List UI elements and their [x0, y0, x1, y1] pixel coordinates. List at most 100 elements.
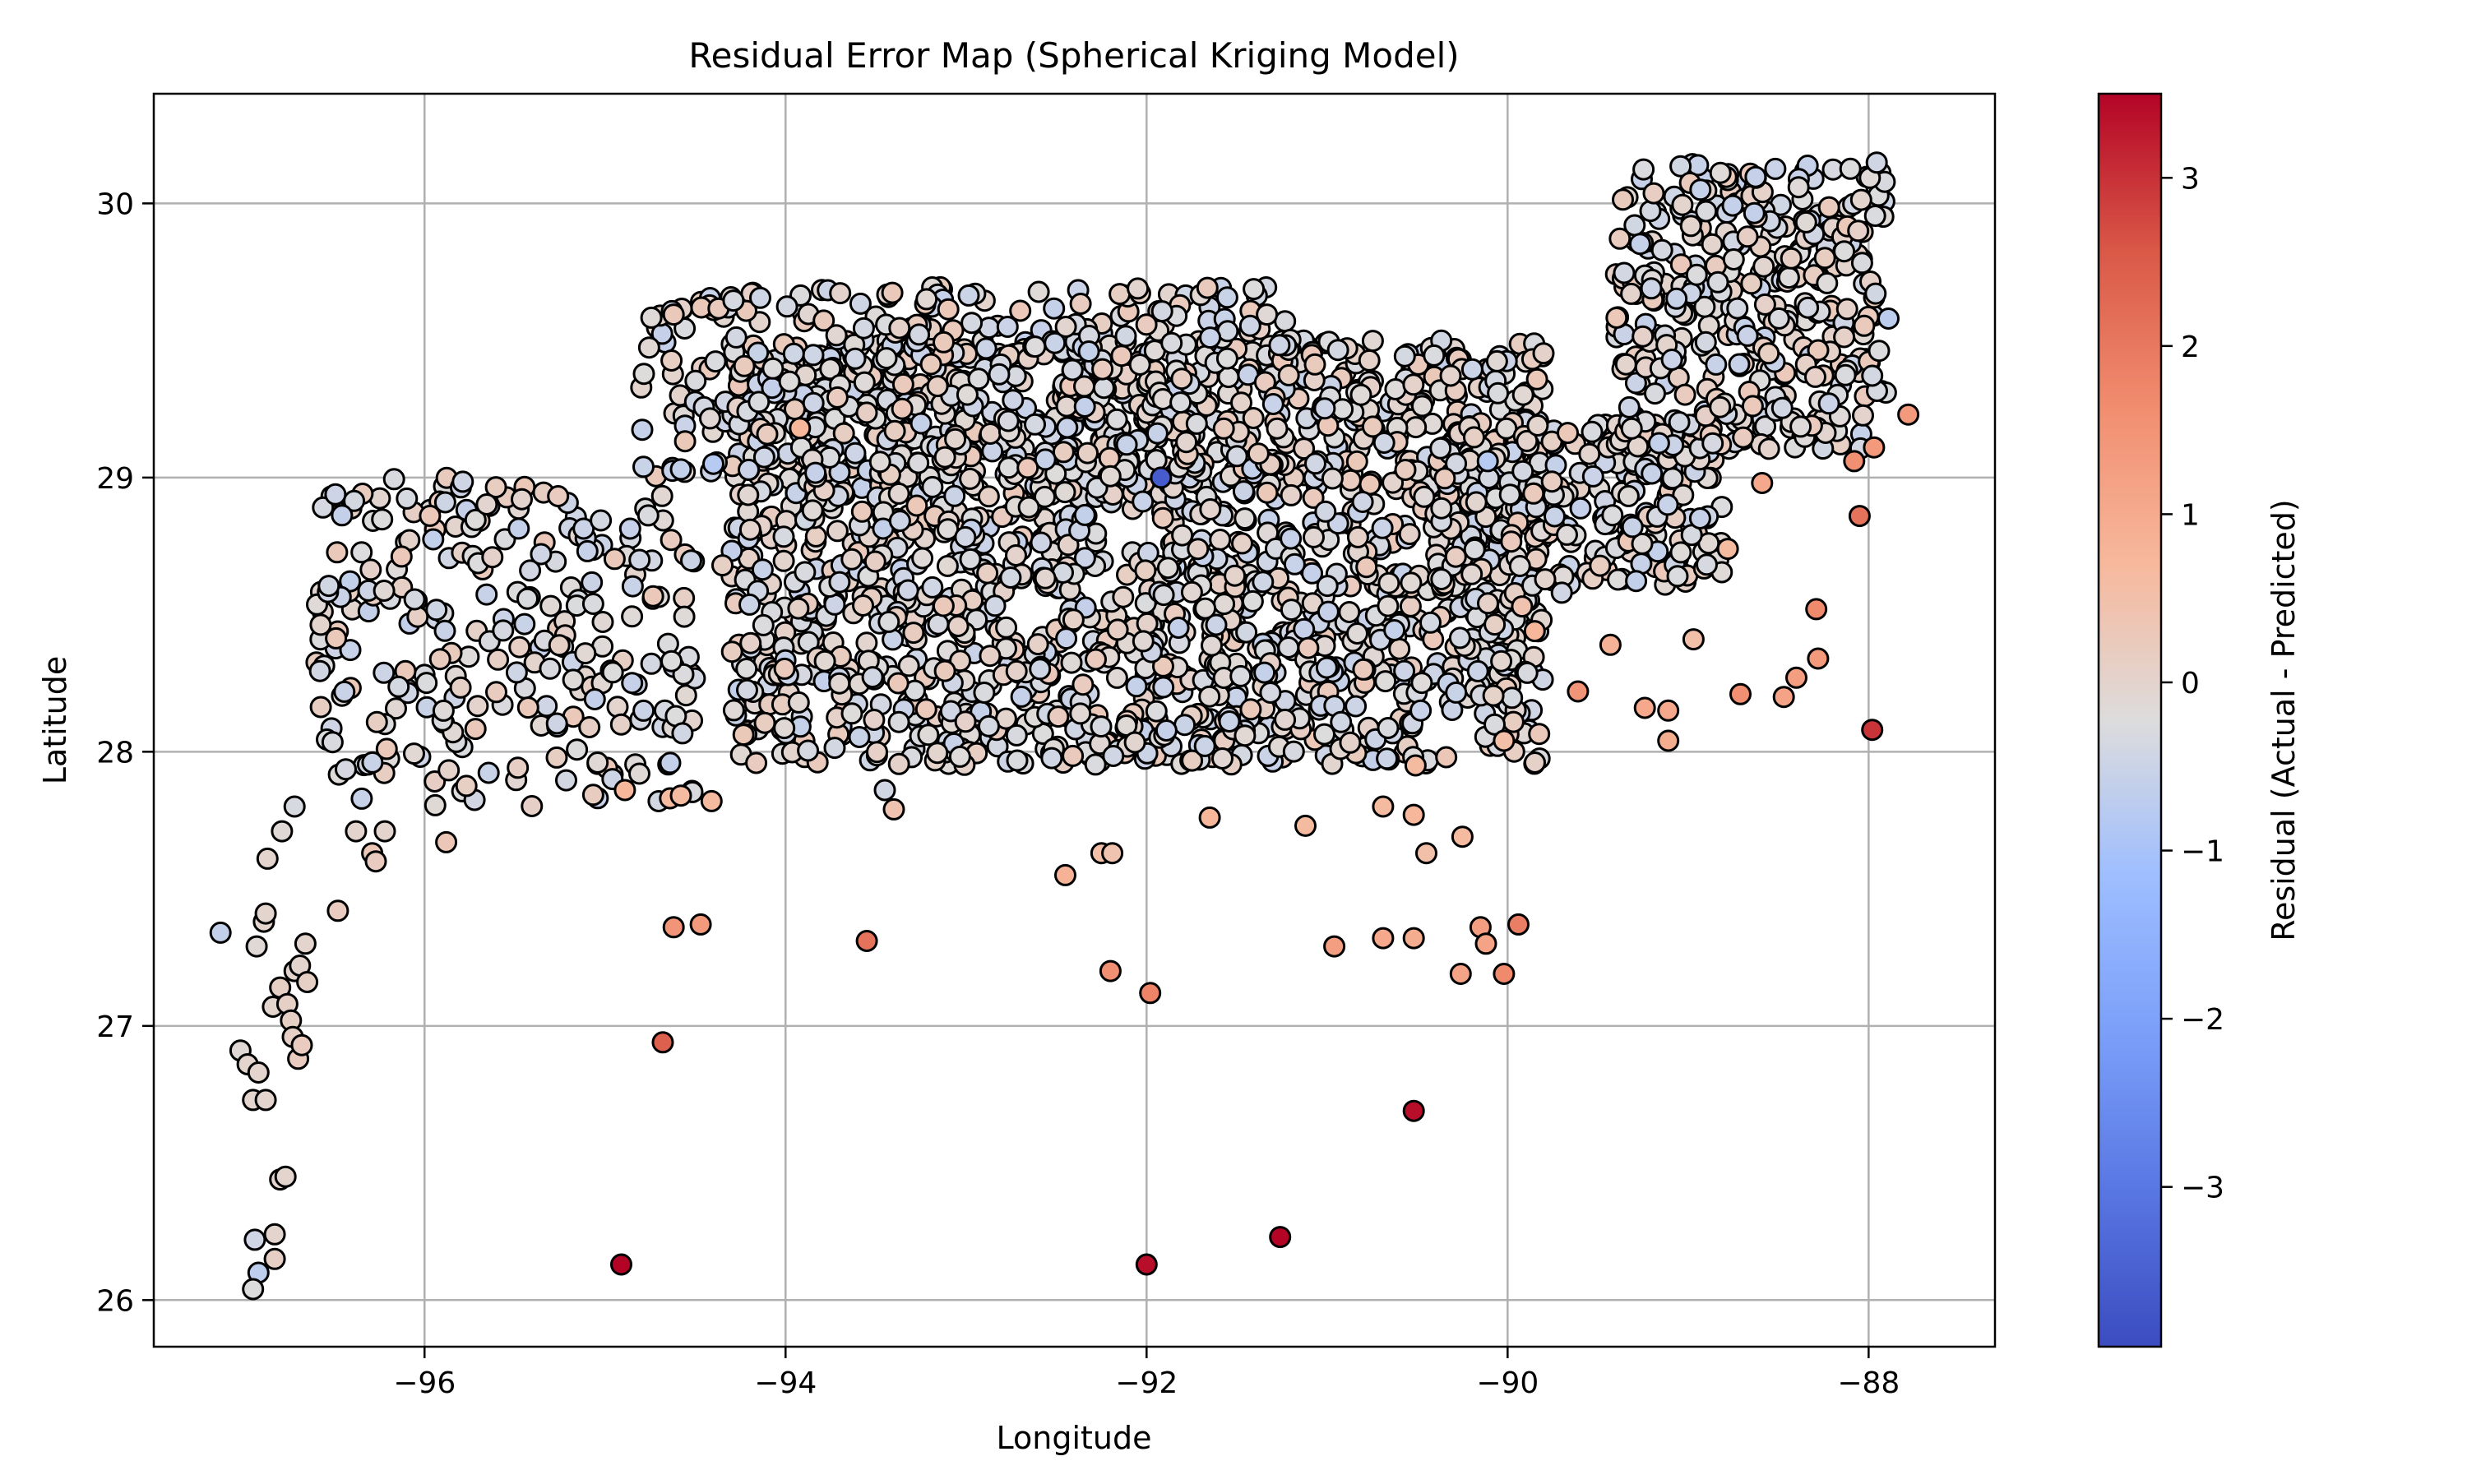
cloud-point-central-gulf-shelf	[1040, 747, 1063, 770]
cloud-point-central-gulf-shelf	[1304, 452, 1326, 475]
cloud-point-central-gulf-shelf	[1280, 527, 1303, 550]
cloud-point-texas-coast-arc	[309, 613, 332, 636]
cloud-point-texas-coast-arc	[385, 697, 407, 720]
colorbar-label: Residual (Actual - Predicted)	[2266, 499, 2302, 941]
cloud-point-central-gulf-shelf	[984, 594, 1007, 617]
cloud-point-mississippi-delta	[1540, 470, 1563, 493]
cloud-point-texas-coast-arc	[574, 642, 597, 665]
cloud-point-upper-shelf-band	[1128, 354, 1151, 376]
cloud-point-upper-shelf-band	[1146, 422, 1169, 445]
cloud-point-alabama-florida-shelf	[1639, 200, 1662, 223]
y-tick-label-4: 30	[96, 187, 134, 221]
cloud-point-central-gulf-shelf	[1259, 682, 1282, 704]
data-point-100	[669, 458, 692, 481]
cloud-point-texas-coast-arc	[609, 713, 632, 736]
cloud-point-central-gulf-shelf	[1199, 498, 1222, 520]
data-point-61	[1372, 795, 1395, 818]
cloud-point-upper-shelf-band	[1230, 391, 1252, 414]
data-point-33	[364, 850, 387, 873]
data-point-10	[263, 1247, 286, 1270]
cloud-point-alabama-florida-shelf	[1709, 161, 1732, 184]
cloud-point-central-gulf-shelf	[1377, 594, 1400, 617]
cloud-point-central-gulf-shelf	[1297, 636, 1320, 659]
cloud-point-central-gulf-shelf	[1005, 659, 1028, 682]
cloud-point-texas-coast-arc	[387, 675, 410, 698]
cloud-point-texas-coast-arc	[516, 587, 539, 610]
cloud-point-upper-shelf-band	[944, 428, 967, 451]
data-point-75	[1599, 633, 1622, 656]
cloud-point-upper-shelf-band	[660, 349, 683, 372]
cloud-point-texas-coast-arc	[581, 784, 604, 807]
cloud-point-texas-coast-arc	[618, 517, 641, 540]
cloud-point-central-gulf-shelf	[1152, 584, 1175, 607]
cloud-point-upper-shelf-band	[1135, 313, 1158, 336]
data-point-51	[1099, 959, 1122, 982]
y-tick-label-1: 27	[96, 1010, 134, 1044]
cloud-point-central-gulf-shelf	[1374, 670, 1397, 693]
cloud-point-central-gulf-shelf	[1501, 687, 1524, 710]
cloud-point-central-gulf-shelf	[1034, 485, 1056, 508]
cloud-point-alabama-florida-shelf	[1628, 233, 1651, 256]
data-point-78	[1657, 729, 1680, 752]
data-point-30	[326, 899, 349, 922]
cloud-point-alabama-florida-shelf	[1632, 158, 1655, 181]
cloud-point-alabama-florida-shelf	[1804, 365, 1826, 388]
data-point-31	[345, 820, 368, 843]
data-point-5	[254, 1089, 277, 1112]
cloud-point-alabama-florida-shelf	[1613, 261, 1636, 284]
data-point-105	[801, 499, 824, 522]
data-point-87	[1843, 450, 1866, 473]
cloud-point-central-gulf-shelf	[823, 737, 846, 760]
cloud-point-mississippi-delta	[1433, 467, 1456, 490]
cloud-point-central-gulf-shelf	[1060, 651, 1083, 674]
cloud-point-upper-shelf-band	[724, 326, 748, 349]
cloud-point-upper-shelf-band	[908, 323, 931, 346]
cloud-point-central-gulf-shelf	[1445, 681, 1468, 704]
x-axis-label: Longitude	[997, 1420, 1152, 1456]
cloud-point-mississippi-delta	[1430, 568, 1453, 590]
cloud-point-upper-shelf-band	[1274, 310, 1297, 333]
cloud-point-central-gulf-shelf	[926, 742, 949, 765]
cloud-point-central-gulf-shelf	[1280, 483, 1303, 506]
cloud-point-alabama-florida-shelf	[1694, 331, 1717, 354]
cloud-point-central-gulf-shelf	[1301, 562, 1324, 585]
cloud-point-mississippi-delta	[1460, 562, 1483, 585]
cloud-point-central-gulf-shelf	[954, 710, 977, 733]
cloud-point-central-gulf-shelf	[1034, 566, 1057, 589]
cloud-point-alabama-florida-shelf	[1668, 411, 1691, 433]
data-point-15	[254, 902, 277, 925]
cloud-point-central-gulf-shelf	[813, 650, 836, 673]
cloud-point-texas-coast-arc	[519, 559, 542, 582]
cloud-point-central-gulf-shelf	[840, 548, 863, 571]
cloud-point-mississippi-delta	[1581, 465, 1604, 488]
cloud-point-alabama-florida-shelf	[1833, 326, 1856, 349]
cloud-point-central-gulf-shelf	[1241, 589, 1264, 613]
cloud-point-central-gulf-shelf	[1355, 556, 1378, 579]
colorbar-tick-label-5: 2	[2181, 331, 2200, 364]
cloud-point-central-gulf-shelf	[897, 654, 920, 677]
cloud-point-alabama-florida-shelf	[1701, 432, 1724, 455]
cloud-point-alabama-florida-shelf	[1847, 220, 1870, 243]
cloud-point-alabama-florida-shelf	[1669, 253, 1692, 276]
cloud-point-alabama-florida-shelf	[1797, 296, 1820, 319]
cloud-point-central-gulf-shelf	[1313, 723, 1335, 746]
cloud-point-upper-shelf-band	[1242, 407, 1265, 429]
cloud-point-central-gulf-shelf	[1377, 717, 1400, 739]
cloud-point-central-gulf-shelf	[1218, 710, 1241, 733]
cloud-point-central-gulf-shelf	[1062, 608, 1085, 631]
cloud-point-central-gulf-shelf	[1302, 486, 1325, 509]
cloud-point-upper-shelf-band	[1115, 433, 1138, 456]
cloud-point-central-gulf-shelf	[887, 710, 910, 733]
cloud-point-central-gulf-shelf	[1303, 525, 1325, 548]
cloud-point-upper-shelf-band	[631, 418, 654, 442]
cloud-point-central-gulf-shelf	[954, 525, 977, 548]
cloud-point-central-gulf-shelf	[1528, 723, 1551, 746]
data-point-45	[855, 930, 878, 952]
cloud-point-upper-shelf-band	[756, 423, 779, 446]
cloud-point-mississippi-delta	[1557, 422, 1579, 445]
cloud-point-central-gulf-shelf	[752, 613, 775, 636]
cloud-point-texas-coast-arc	[464, 508, 487, 531]
cloud-point-upper-shelf-band	[804, 461, 827, 484]
cloud-point-upper-shelf-band	[828, 461, 851, 484]
cloud-point-texas-coast-arc	[581, 571, 604, 594]
